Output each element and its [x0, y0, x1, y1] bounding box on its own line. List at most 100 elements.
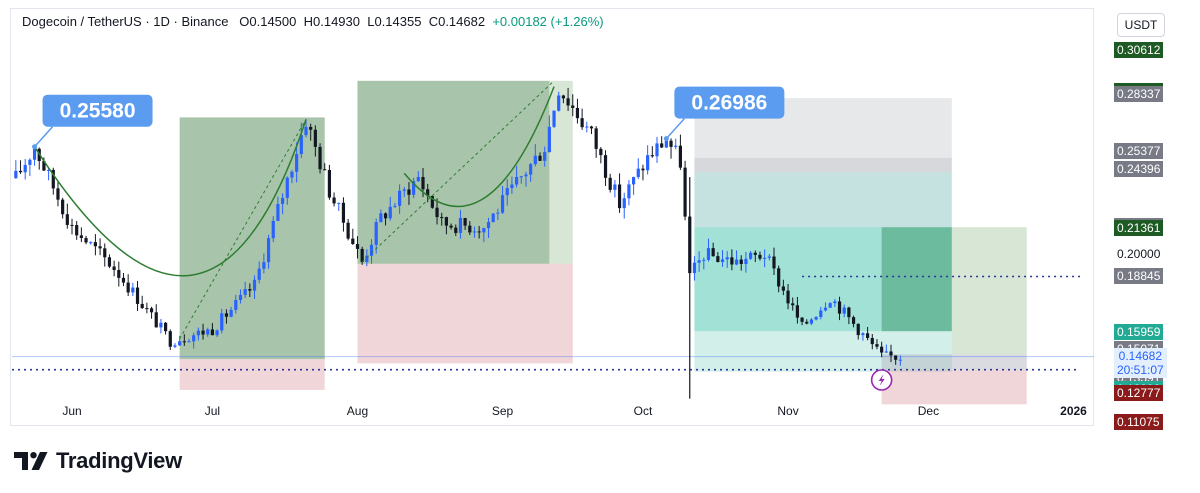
- symbol-title[interactable]: Dogecoin / TetherUS · 1D · Binance: [22, 14, 229, 29]
- candle-body: [262, 262, 266, 269]
- price-axis-label: 0.18845: [1114, 268, 1164, 285]
- trend-dashed-line: [361, 80, 555, 263]
- candle: [744, 251, 748, 273]
- candle-body: [580, 118, 584, 128]
- candle: [210, 323, 214, 336]
- candle: [884, 344, 888, 353]
- last-price-value: 0.14682: [1118, 348, 1163, 363]
- candle: [332, 192, 336, 207]
- currency-selector[interactable]: USDT: [1117, 13, 1165, 37]
- candle: [538, 152, 542, 161]
- candle-body: [594, 128, 598, 149]
- candle: [510, 176, 514, 194]
- candle: [168, 329, 172, 350]
- candle: [533, 144, 537, 167]
- candle-body: [435, 207, 439, 218]
- candle: [655, 136, 659, 163]
- candle-body: [164, 322, 168, 332]
- candle: [889, 344, 893, 363]
- candle-body: [505, 188, 509, 196]
- candle-body: [894, 355, 898, 360]
- candle-body: [547, 126, 551, 153]
- time-axis: Jun Jul Aug Sep Oct Nov Dec 2026: [62, 404, 1087, 418]
- candle: [224, 309, 229, 324]
- candle-body: [786, 290, 790, 304]
- price-axis[interactable]: 0.306120.284660.283370.253770.243960.214…: [1094, 40, 1194, 430]
- candle: [42, 157, 46, 171]
- candle: [866, 326, 870, 341]
- candle: [505, 179, 509, 206]
- candle-body: [112, 266, 116, 270]
- candle: [482, 227, 486, 242]
- candle-body: [781, 286, 785, 291]
- candle: [449, 223, 453, 230]
- candle-body: [126, 282, 130, 293]
- candle-body: [337, 202, 341, 204]
- callout-box: [42, 94, 153, 127]
- candle-body: [206, 329, 210, 335]
- callout-label: 0.25580: [60, 100, 136, 123]
- candle: [18, 160, 23, 174]
- candle-body: [566, 98, 570, 106]
- candle: [543, 146, 547, 167]
- candle-body: [856, 323, 860, 336]
- candle-body: [323, 169, 327, 171]
- candle: [580, 108, 584, 130]
- candle: [196, 327, 200, 341]
- candle: [89, 241, 93, 245]
- candle-body: [416, 177, 420, 182]
- candle: [711, 242, 715, 257]
- candle-body: [477, 231, 481, 233]
- candle-body: [131, 287, 135, 293]
- candle-body: [702, 259, 706, 261]
- candle: [851, 315, 856, 328]
- candle-body: [393, 205, 397, 207]
- candle: [243, 281, 247, 299]
- candle: [266, 234, 271, 269]
- candle-body: [468, 225, 472, 233]
- cup-curve-right: [403, 86, 555, 208]
- candle: [383, 212, 388, 226]
- candle: [557, 91, 561, 112]
- candle-body: [135, 287, 140, 304]
- position-zone-3: [549, 80, 573, 264]
- candle-body: [201, 330, 205, 335]
- candle-body: [557, 95, 561, 111]
- candle: [346, 219, 350, 241]
- ohlc-open: O0.14500: [239, 14, 297, 29]
- candle: [561, 94, 565, 104]
- candle-body: [697, 260, 701, 263]
- candle-body: [430, 196, 434, 208]
- candle-body: [660, 143, 664, 148]
- candle-body: [243, 289, 247, 295]
- candle-body: [412, 181, 416, 195]
- candle: [51, 167, 55, 195]
- candle-body: [103, 248, 107, 258]
- candle-body: [360, 248, 364, 263]
- candle: [730, 249, 734, 271]
- candle-body: [683, 167, 687, 217]
- candle-body: [664, 140, 668, 148]
- candle-body: [234, 299, 238, 310]
- candle: [145, 302, 149, 314]
- position-zone-2: [357, 80, 550, 264]
- candle-body: [842, 307, 846, 314]
- candle-body: [692, 262, 697, 274]
- candle-body: [61, 199, 65, 215]
- chart-frame[interactable]: [10, 8, 1094, 426]
- candle: [402, 186, 406, 197]
- candle-body: [617, 184, 622, 209]
- candle: [468, 221, 472, 236]
- position-zone-12: [951, 227, 1027, 355]
- candle-body: [538, 155, 542, 161]
- candle-body: [42, 160, 46, 171]
- callout-pointer: [665, 118, 685, 140]
- candle-body: [365, 255, 369, 263]
- price-chart[interactable]: 0.25580 0.26986 Jun Jul Aug Sep Oct Nov Dec 2026: [0, 0, 1094, 430]
- candle-body: [388, 206, 392, 219]
- candle-body: [515, 177, 519, 185]
- candle-body: [192, 335, 196, 342]
- candle-body: [84, 237, 88, 243]
- candle: [777, 265, 781, 293]
- candle-body: [75, 225, 79, 236]
